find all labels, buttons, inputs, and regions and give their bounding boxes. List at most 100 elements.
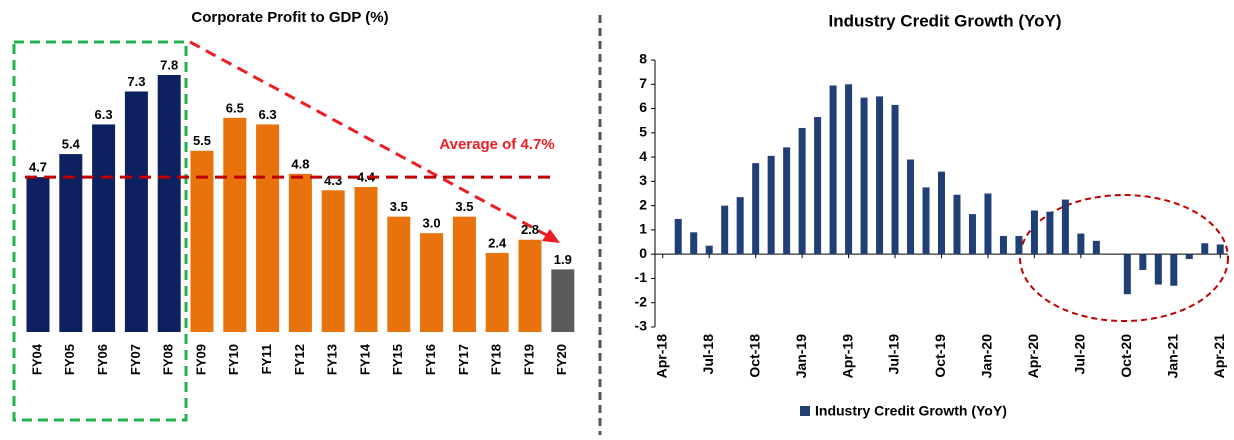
bar <box>922 187 930 255</box>
bar <box>1030 210 1038 255</box>
x-tick-label: Jan-20 <box>979 334 995 379</box>
y-tick-label: -3 <box>635 318 648 334</box>
value-label: 4.3 <box>324 173 342 188</box>
bar <box>1123 254 1131 295</box>
value-label: 4.8 <box>291 156 309 171</box>
x-tick-label: Apr-19 <box>839 334 855 379</box>
x-tick-label: FY08 <box>161 344 176 375</box>
bar <box>953 194 961 255</box>
bar <box>1092 240 1100 255</box>
x-tick-label: FY13 <box>325 344 340 375</box>
x-tick-label: FY14 <box>357 343 372 375</box>
bar <box>767 155 775 255</box>
x-tick-label: FY12 <box>292 344 307 375</box>
bar <box>1216 244 1224 255</box>
bar <box>829 85 837 255</box>
bar <box>92 124 116 332</box>
bar <box>938 171 945 255</box>
x-tick-label: Apr-21 <box>1211 334 1227 379</box>
bar <box>223 117 247 332</box>
bar <box>256 124 280 332</box>
x-tick-label: FY15 <box>390 344 405 375</box>
value-label: 5.4 <box>62 137 81 152</box>
x-tick-label: Jan-21 <box>1165 334 1181 379</box>
bar <box>1046 211 1054 255</box>
bar <box>690 232 698 255</box>
bar <box>190 150 214 332</box>
x-tick-label: Apr-18 <box>653 334 669 379</box>
bar <box>705 245 713 255</box>
y-tick-label: 6 <box>639 99 647 115</box>
bar <box>876 96 884 255</box>
x-tick-label: Jul-20 <box>1072 334 1088 375</box>
bar <box>387 216 411 332</box>
value-label: 6.5 <box>226 100 244 115</box>
bar <box>968 214 976 255</box>
bar <box>157 75 181 332</box>
x-tick-label: Oct-19 <box>932 334 948 378</box>
legend-swatch <box>800 406 810 416</box>
value-label: 6.3 <box>95 107 113 122</box>
x-tick-label: FY09 <box>193 344 208 375</box>
x-tick-label: Jan-19 <box>793 334 809 379</box>
bar <box>1015 235 1023 255</box>
left-chart: 4.7 FY04 5.4 FY05 6.3 FY06 7.3 FY07 7.8 FY08 5.5 FY… <box>25 57 575 375</box>
value-label: 7.8 <box>160 57 178 72</box>
y-tick-label: 7 <box>639 75 647 91</box>
x-tick-label: Apr-20 <box>1025 334 1041 379</box>
highlight-ellipse <box>1019 194 1229 322</box>
bar <box>783 147 791 255</box>
y-tick-label: 5 <box>639 124 647 140</box>
bar <box>420 233 444 332</box>
x-tick-label: FY05 <box>62 344 77 375</box>
annotation: Average of 4.7% <box>439 136 554 153</box>
bar <box>674 218 682 255</box>
bar <box>124 91 148 332</box>
bar <box>1139 254 1147 270</box>
x-tick-label: FY10 <box>226 344 241 375</box>
bar <box>721 205 729 255</box>
bar <box>1077 233 1085 255</box>
arrow-head <box>542 229 560 243</box>
bar <box>736 197 744 255</box>
bar <box>452 216 476 332</box>
bar <box>59 154 83 332</box>
bar <box>288 173 312 332</box>
value-label: 4.7 <box>29 160 47 175</box>
bar <box>551 269 575 332</box>
y-tick-label: 2 <box>639 196 647 212</box>
y-tick-label: 4 <box>639 148 647 164</box>
x-tick-label: FY18 <box>489 344 504 375</box>
y-tick-label: -1 <box>635 269 648 285</box>
value-label: 3.5 <box>390 199 408 214</box>
value-label: 4.4 <box>357 169 376 184</box>
value-label: 2.4 <box>488 235 507 250</box>
bar <box>1154 254 1162 285</box>
x-tick-label: Jul-19 <box>886 334 902 375</box>
y-tick-label: 1 <box>639 221 647 237</box>
bar <box>1185 254 1193 260</box>
y-tick-label: 3 <box>639 172 647 188</box>
bar <box>860 97 868 255</box>
x-tick-label: Oct-20 <box>1118 334 1134 378</box>
x-tick-label: FY06 <box>95 344 110 375</box>
bar <box>1201 243 1209 255</box>
bar <box>752 163 760 255</box>
bar <box>354 187 378 332</box>
bar <box>814 117 822 255</box>
bar <box>907 159 915 255</box>
y-tick-label: -2 <box>635 293 648 309</box>
x-tick-label: Jul-18 <box>700 334 716 375</box>
value-label: 3.0 <box>423 216 441 231</box>
value-label: 5.5 <box>193 133 211 148</box>
highlight-box <box>12 40 188 422</box>
bar <box>1061 199 1069 255</box>
x-tick-label: FY16 <box>423 344 438 375</box>
bar <box>485 252 509 332</box>
value-label: 7.3 <box>127 74 145 89</box>
x-tick-label: FY04 <box>29 343 44 375</box>
legend-label: Industry Credit Growth (YoY) <box>815 403 1007 419</box>
bar <box>1170 254 1178 286</box>
x-tick-label: FY20 <box>554 344 569 375</box>
x-tick-label: FY19 <box>521 344 536 375</box>
